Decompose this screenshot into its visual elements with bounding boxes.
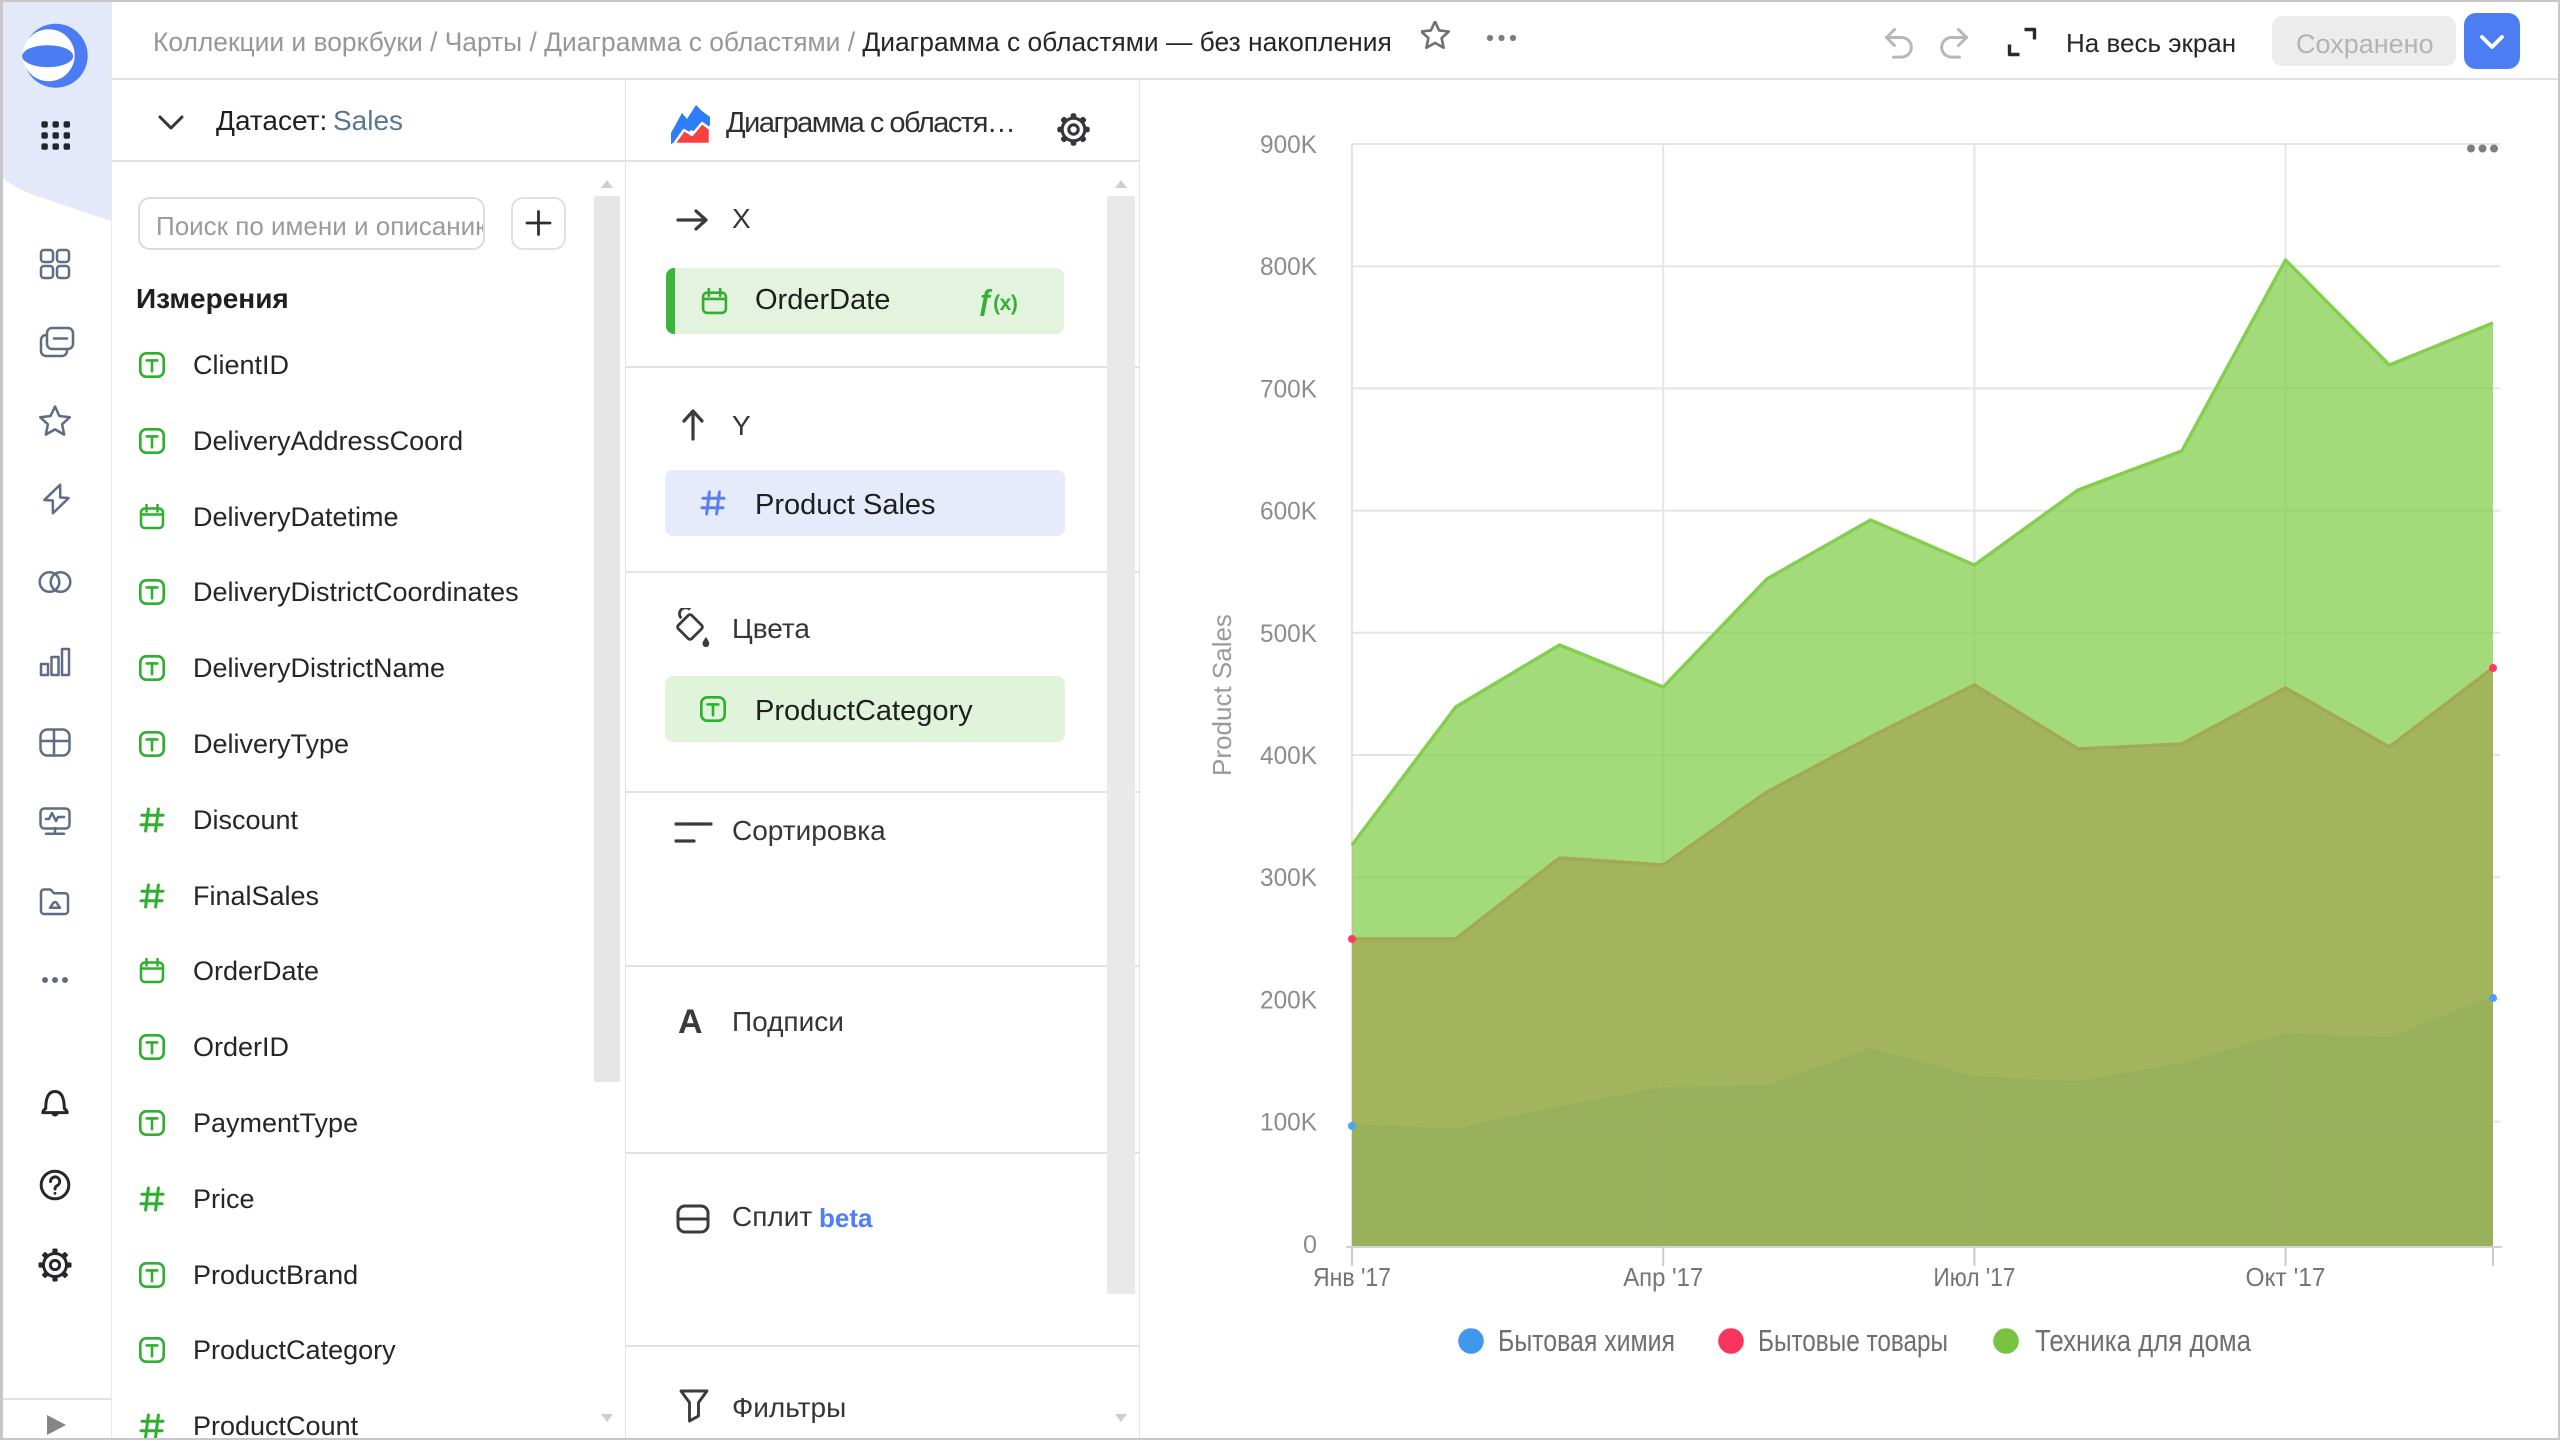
- svg-text:Апр '17: Апр '17: [1623, 1262, 1703, 1292]
- svg-text:700K: 700K: [1260, 375, 1317, 403]
- svg-text:100K: 100K: [1260, 1109, 1317, 1137]
- svg-text:Техника для дома: Техника для дома: [2035, 1323, 2252, 1358]
- svg-text:400K: 400K: [1260, 742, 1317, 770]
- svg-text:Июл '17: Июл '17: [1933, 1262, 2015, 1292]
- svg-text:0: 0: [1303, 1231, 1317, 1259]
- svg-text:Бытовые товары: Бытовые товары: [1758, 1323, 1948, 1358]
- svg-text:600K: 600K: [1260, 498, 1317, 526]
- svg-text:300K: 300K: [1260, 864, 1317, 892]
- svg-text:200K: 200K: [1260, 986, 1317, 1014]
- svg-text:Product Sales: Product Sales: [1207, 614, 1237, 776]
- svg-text:Окт '17: Окт '17: [2246, 1262, 2326, 1292]
- svg-text:500K: 500K: [1260, 620, 1317, 648]
- svg-text:900K: 900K: [1260, 131, 1317, 159]
- svg-text:Янв '17: Янв '17: [1313, 1262, 1391, 1292]
- svg-text:800K: 800K: [1260, 253, 1317, 281]
- svg-text:Бытовая химия: Бытовая химия: [1498, 1323, 1675, 1358]
